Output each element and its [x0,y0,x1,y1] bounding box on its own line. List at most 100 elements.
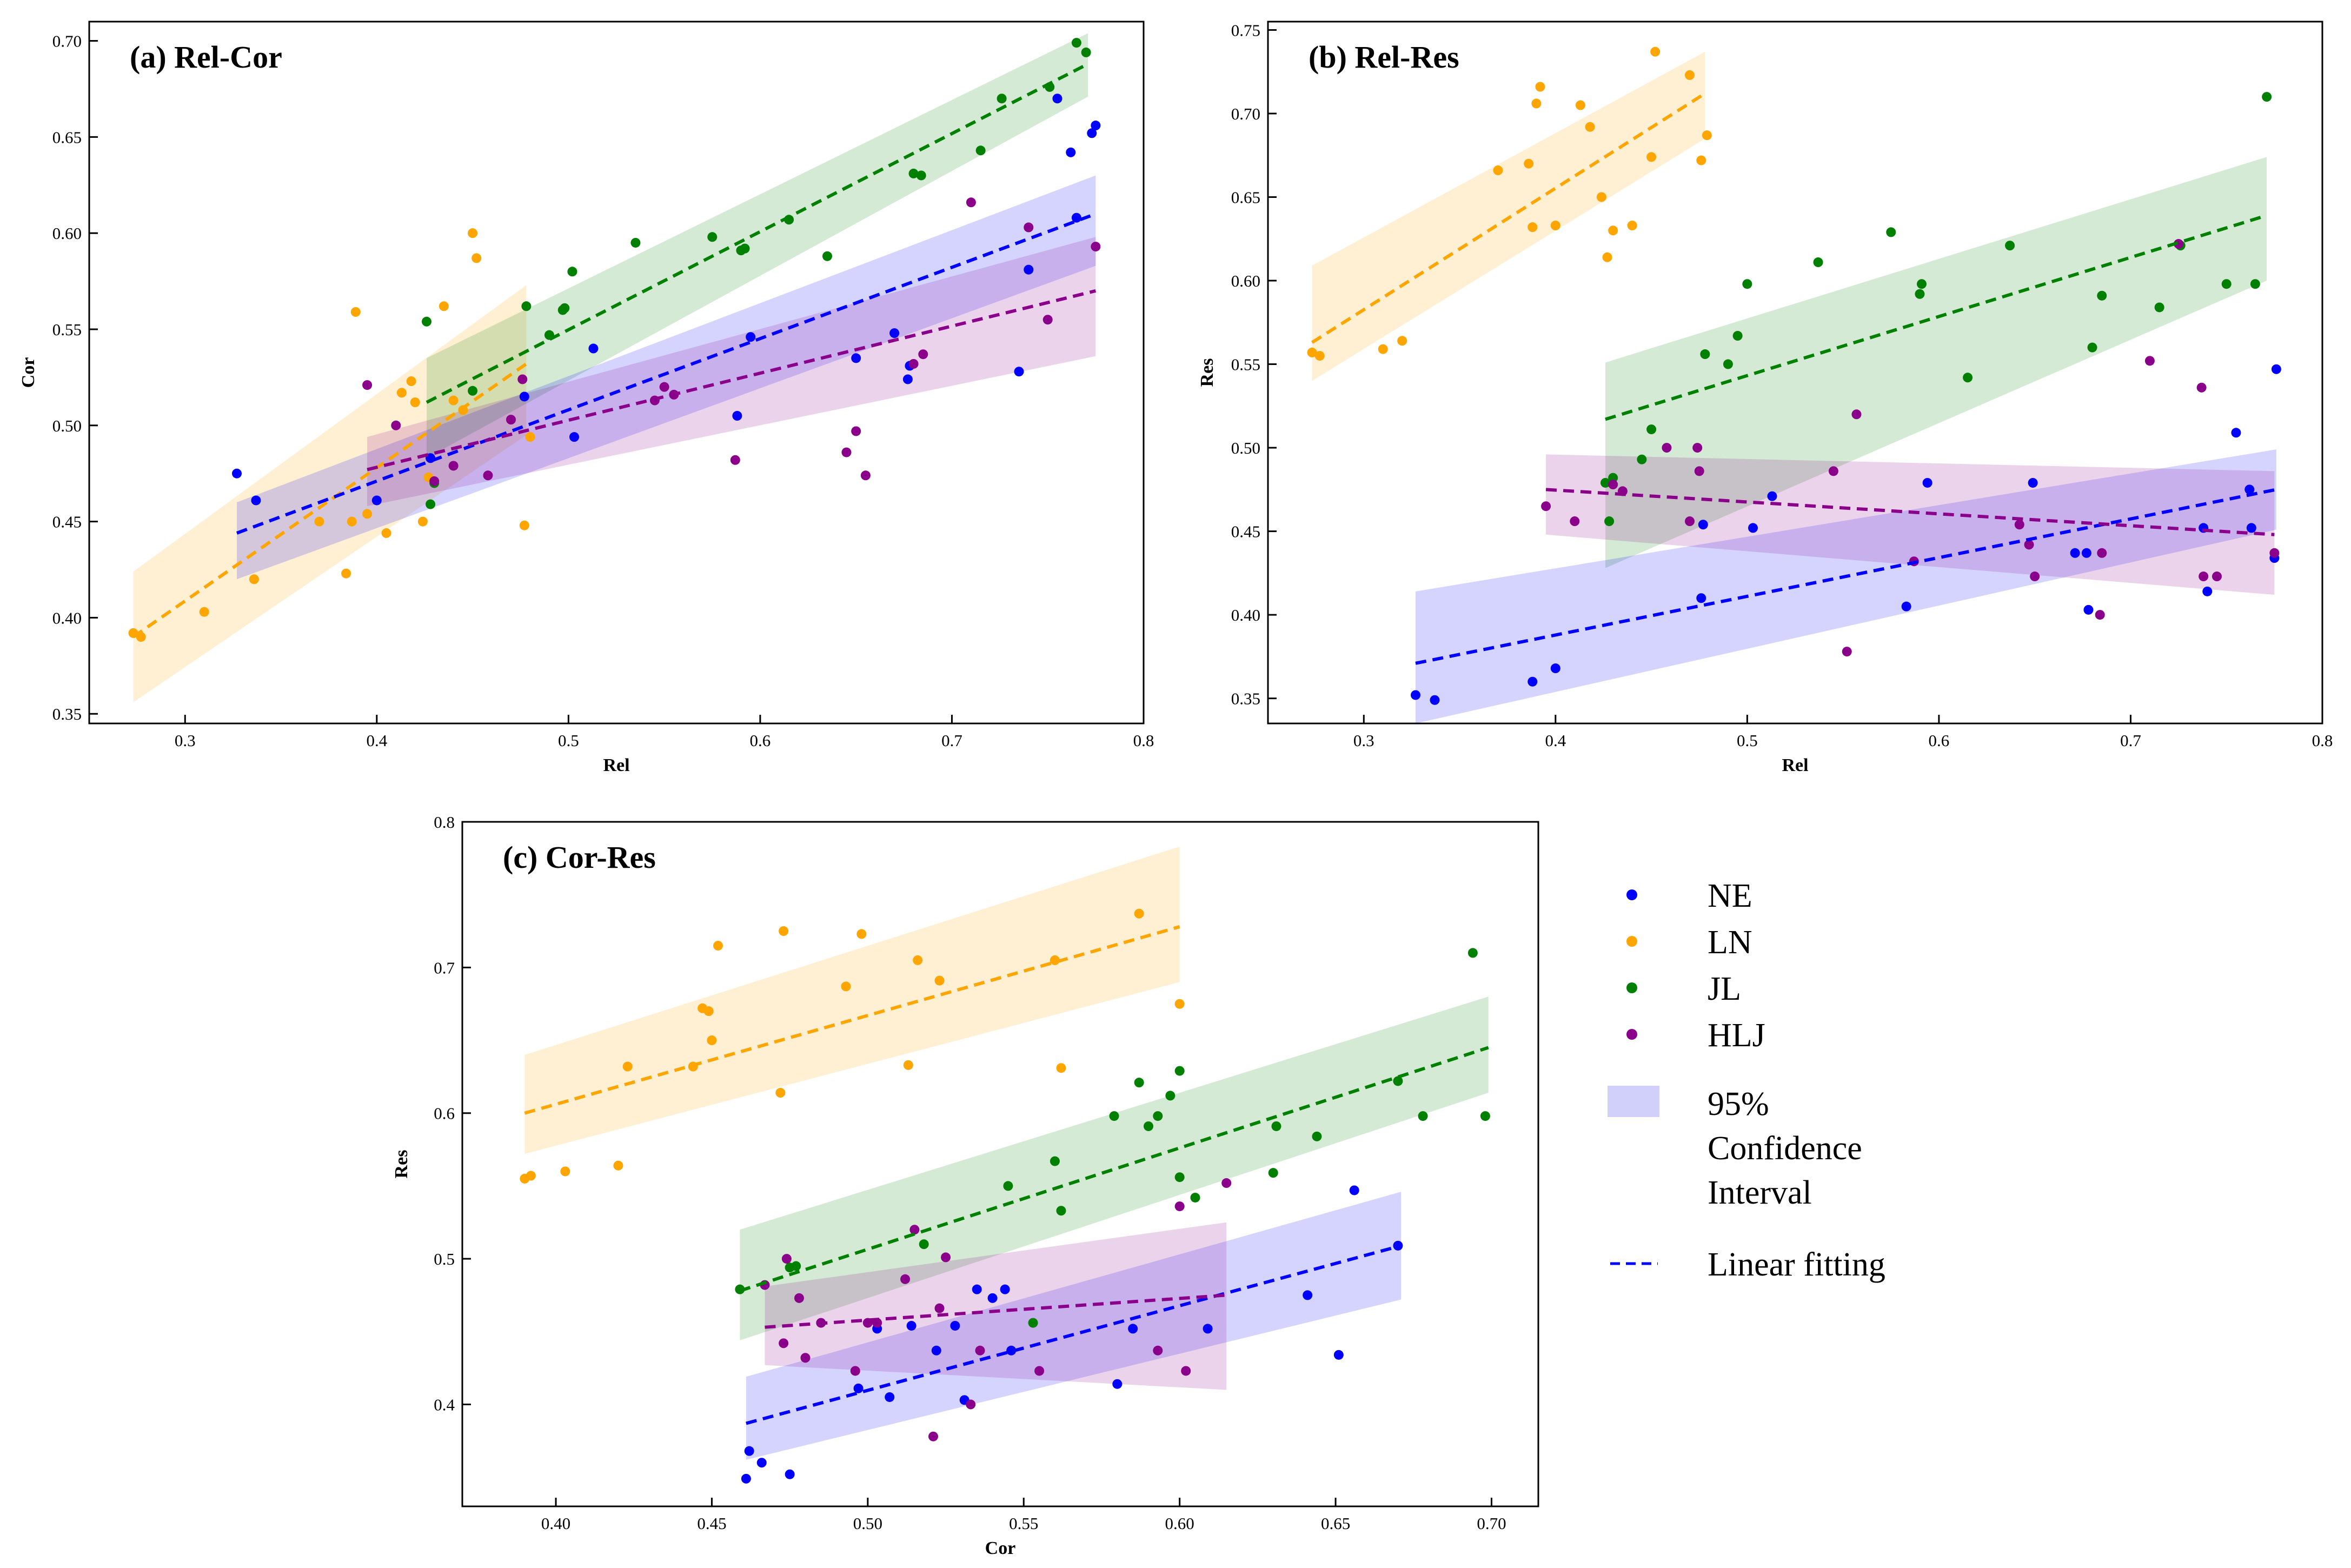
point-hlj [779,1338,789,1348]
point-jl [1190,1192,1200,1202]
ci-band-jl [1605,157,2267,568]
panel-rel-res: 0.3 0.4 0.5 0.6 0.7 0.8 0.35 0.40 0.45 0.50 0.55 0.… [1197,21,2333,775]
point-hlj [1153,1345,1163,1356]
fit-line-hlj [1545,488,2275,536]
point-jl [1604,516,1615,527]
point-jl [1003,1181,1013,1191]
point-ne [906,1320,917,1331]
x-tick-label: 0.65 [1321,1514,1350,1533]
y-tick-label: 0.65 [52,128,82,147]
point-jl [2262,92,2272,102]
ci-band-hlj [1546,454,2275,595]
y-tick-label: 0.35 [1231,689,1260,708]
point-jl [1071,38,1081,48]
y-tick-label: 0.60 [52,224,82,243]
legend-ci-line-2: Confidence [1708,1130,1862,1167]
point-ln [903,1060,913,1070]
plot-frame [461,821,1539,1507]
point-ln [1702,130,1712,141]
ci-band-ne [1416,449,2276,723]
point-ln [350,307,361,317]
point-hlj [1828,466,1838,476]
fit-line-ne [236,212,1097,535]
point-ne [1748,523,1758,533]
y-tick-label: 0.65 [1231,188,1260,207]
point-ne [741,1473,751,1484]
point-jl [1480,1111,1490,1121]
x-tick-label: 0.3 [1353,731,1374,750]
ci-band-ne [237,175,1096,580]
point-hlj [1221,1178,1232,1188]
y-tick-label: 0.40 [52,608,82,627]
point-ne [1024,264,1034,275]
point-jl [1742,279,1752,289]
y-tick-label: 0.40 [1231,606,1260,624]
point-ne [1411,690,1420,700]
point-ln [1535,82,1545,92]
point-ln [775,1088,786,1098]
point-ne [2083,604,2094,615]
legend-item-ci: 95% Confidence Interval [1608,1086,1862,1211]
point-hlj [1842,647,1852,657]
x-axis-label: Cor [985,1538,1016,1558]
point-ne [251,495,261,506]
legend-item-ln: LN [1626,924,1752,961]
plot-frame [88,21,1145,725]
point-hlj [1181,1366,1191,1376]
fit-line-jl [426,62,1089,404]
y-tick-label: 0.50 [1231,438,1260,457]
x-axis-label: Rel [1782,755,1808,775]
y-axis-label: Cor [18,357,38,388]
point-ne [931,1345,941,1356]
point-hlj [800,1353,811,1363]
point-ne [853,1383,864,1393]
x-tick-label: 0.50 [853,1514,882,1533]
point-ne [889,328,900,338]
point-ln [779,926,789,936]
ci-band-jl [740,996,1489,1340]
point-hlj [966,1399,976,1410]
point-hlj [1608,480,1618,490]
point-hlj [966,197,976,208]
point-hlj [659,382,669,392]
point-hlj [1685,516,1695,527]
point-ne [746,332,756,342]
point-ln [410,397,420,408]
point-hlj [2174,239,2184,249]
point-jl [2097,290,2107,301]
point-jl [1165,1091,1176,1101]
y-tick-label: 0.6 [434,1104,455,1123]
fit-line-ne [746,1244,1402,1425]
point-ne [885,1392,895,1402]
legend-marker-hlj [1626,1029,1637,1040]
point-jl [916,170,926,181]
point-ln [381,528,391,538]
x-tick-label: 0.7 [2120,731,2141,750]
point-ln [1314,351,1325,361]
point-jl [1600,477,1610,488]
legend-label-ln: LN [1708,924,1752,961]
point-ln [341,568,351,579]
point-ln [314,516,324,527]
legend-label-hlj: HLJ [1708,1017,1765,1054]
point-ln [448,395,459,406]
point-jl [1050,1156,1060,1166]
point-hlj [860,470,871,481]
point-jl [1418,1111,1428,1121]
point-ln [1174,999,1185,1009]
point-hlj [900,1274,911,1284]
point-jl [1174,1066,1185,1076]
point-ne [2244,484,2255,495]
x-tick-label: 0.4 [1545,731,1566,750]
point-jl [1467,948,1478,958]
point-jl [1056,1206,1066,1216]
panel-cor-res: 0.40 0.45 0.50 0.55 0.60 0.65 0.70 0.4 0.5 0.6 0.7… [391,813,1539,1558]
legend-item-fit: Linear fitting [1610,1246,1885,1283]
y-tick-label: 0.45 [1231,522,1260,541]
x-tick-label: 0.4 [366,731,387,750]
point-hlj [1662,443,1672,453]
point-hlj [506,415,516,425]
point-ln [707,1035,717,1046]
fit-line-ne [1415,488,2277,665]
x-tick-label: 0.70 [1477,1514,1506,1533]
